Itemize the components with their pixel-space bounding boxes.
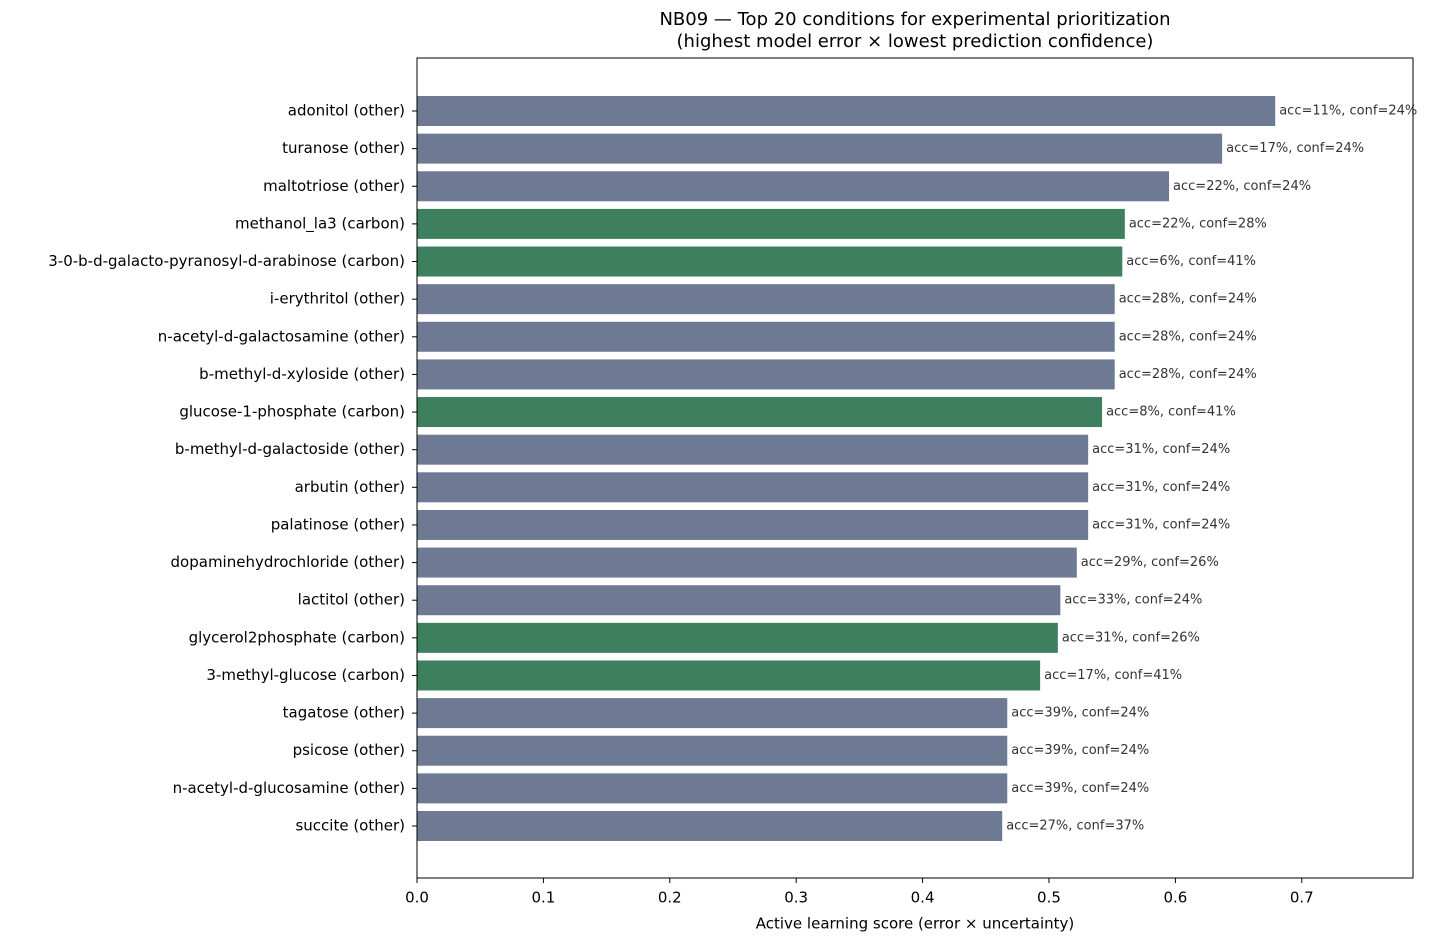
bar (417, 547, 1077, 578)
bar (417, 246, 1123, 277)
y-tick-label: succite (other) (295, 817, 405, 835)
x-tick-label: 0.1 (531, 889, 555, 907)
y-tick-label: methanol_la3 (carbon) (235, 214, 405, 233)
y-tick-label: dopaminehydrochloride (other) (171, 553, 405, 571)
y-tick-label: adonitol (other) (288, 102, 405, 120)
bar-label: acc=33%, conf=24% (1064, 593, 1202, 608)
bar (417, 622, 1058, 653)
bar (417, 133, 1223, 164)
bar (417, 397, 1103, 428)
bar-label: acc=27%, conf=37% (1006, 819, 1144, 834)
bar-label: acc=28%, conf=24% (1119, 292, 1257, 307)
bar-label: acc=6%, conf=41% (1126, 254, 1256, 269)
bar-label: acc=17%, conf=41% (1044, 668, 1182, 683)
y-tick-label: glycerol2phosphate (carbon) (189, 628, 405, 646)
bar (417, 321, 1115, 352)
y-tick-label: b-methyl-d-galactoside (other) (175, 440, 405, 458)
bar-label: acc=31%, conf=24% (1092, 517, 1230, 532)
y-tick-label: i-erythritol (other) (270, 290, 405, 308)
y-tick-label: psicose (other) (293, 741, 405, 759)
y-tick-label: glucose-1-phosphate (carbon) (179, 403, 405, 421)
y-tick-label: palatinose (other) (271, 515, 405, 533)
chart-title: NB09 — Top 20 conditions for experimenta… (659, 9, 1170, 30)
y-tick-label: tagatose (other) (283, 704, 405, 722)
bar-label: acc=22%, conf=28% (1129, 216, 1267, 231)
bar-label: acc=8%, conf=41% (1106, 405, 1236, 420)
chart-subtitle: (highest model error × lowest prediction… (677, 31, 1154, 52)
bar (417, 284, 1115, 315)
x-axis-label: Active learning score (error × uncertain… (756, 915, 1075, 933)
bar-label: acc=29%, conf=26% (1081, 555, 1219, 570)
bar-label: acc=28%, conf=24% (1119, 329, 1257, 344)
bar (417, 585, 1061, 616)
bar (417, 660, 1041, 691)
x-tick-label: 0.0 (405, 889, 429, 907)
bar-label: acc=39%, conf=24% (1011, 743, 1149, 758)
x-tick-label: 0.6 (1163, 889, 1187, 907)
y-tick-label: b-methyl-d-xyloside (other) (199, 365, 405, 383)
x-tick-label: 0.4 (911, 889, 935, 907)
x-tick-label: 0.2 (658, 889, 682, 907)
y-tick-label: n-acetyl-d-galactosamine (other) (158, 327, 405, 345)
bar (417, 509, 1089, 540)
bar-label: acc=39%, conf=24% (1011, 781, 1149, 796)
bar-label: acc=31%, conf=26% (1062, 630, 1200, 645)
plot-frame (416, 57, 1414, 879)
bar-label: acc=17%, conf=24% (1226, 141, 1364, 156)
bar (417, 735, 1008, 766)
y-tick-label: arbutin (other) (295, 478, 405, 496)
bar-label: acc=39%, conf=24% (1011, 706, 1149, 721)
bar (417, 434, 1089, 465)
y-tick-label: turanose (other) (282, 139, 405, 157)
y-tick-label: maltotriose (other) (263, 177, 405, 195)
bar-label: acc=28%, conf=24% (1119, 367, 1257, 382)
x-tick-label: 0.3 (784, 889, 808, 907)
y-tick-label: 3-0-b-d-galacto-pyranosyl-d-arabinose (c… (48, 252, 405, 270)
y-tick-label: 3-methyl-glucose (carbon) (206, 666, 405, 684)
bar (417, 773, 1008, 804)
bar-label: acc=22%, conf=24% (1173, 179, 1311, 194)
bar-label: acc=11%, conf=24% (1279, 104, 1417, 119)
bar (417, 359, 1115, 390)
bar-label: acc=31%, conf=24% (1092, 442, 1230, 457)
bar-label: acc=31%, conf=24% (1092, 480, 1230, 495)
bar (417, 171, 1170, 202)
y-tick-label: lactitol (other) (298, 591, 405, 609)
x-tick-label: 0.5 (1037, 889, 1061, 907)
x-tick-label: 0.7 (1290, 889, 1314, 907)
y-tick-label: n-acetyl-d-glucosamine (other) (173, 779, 405, 797)
bar (417, 208, 1125, 239)
bar (417, 472, 1089, 503)
bar (417, 698, 1008, 729)
bar (417, 811, 1003, 841)
bar (417, 96, 1276, 126)
